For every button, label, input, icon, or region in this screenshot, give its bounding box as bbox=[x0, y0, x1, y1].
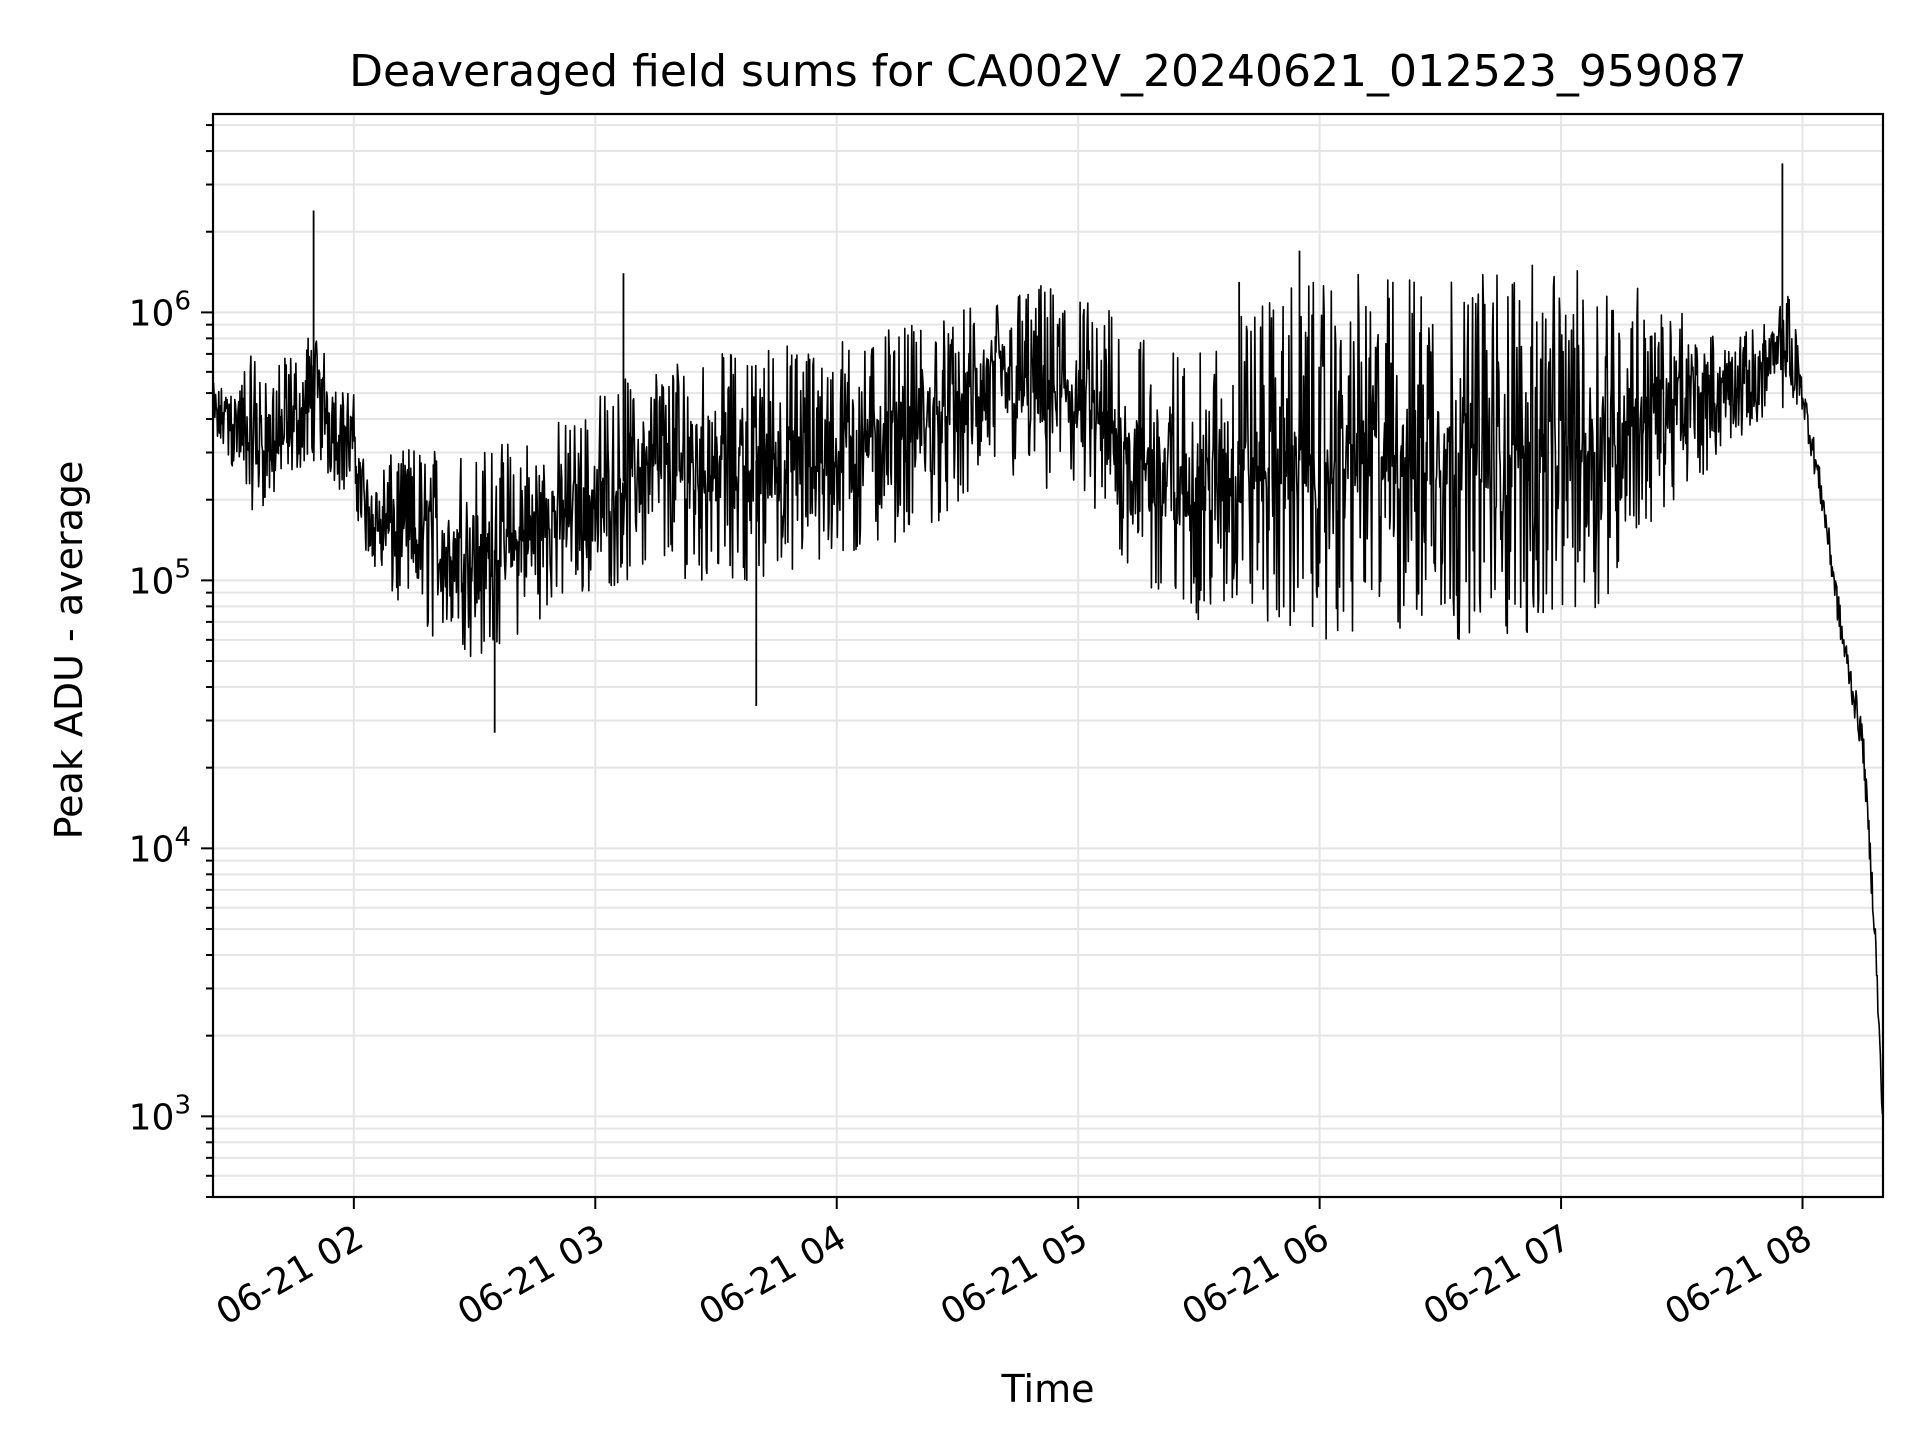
y-tick-label-exponent: 6 bbox=[174, 286, 191, 316]
y-axis-label: Peak ADU - average bbox=[47, 461, 91, 840]
y-tick-label-exponent: 4 bbox=[174, 822, 191, 852]
y-tick-label-exponent: 5 bbox=[174, 554, 191, 584]
grid-lines bbox=[213, 114, 1883, 1198]
plot-frame bbox=[211, 112, 1885, 1199]
y-tick-label-base: 10 bbox=[129, 1097, 175, 1138]
chart-title: Deaveraged field sums for CA002V_2024062… bbox=[349, 46, 1747, 97]
series-group bbox=[212, 163, 1884, 1116]
x-axis-label: Time bbox=[1001, 1367, 1095, 1411]
y-tick-label: 106 bbox=[129, 286, 191, 334]
y-tick-label: 103 bbox=[129, 1090, 191, 1138]
y-tick-label-exponent: 3 bbox=[174, 1090, 191, 1120]
series-line bbox=[212, 264, 1884, 1116]
y-tick-label: 105 bbox=[129, 554, 191, 602]
y-tick-label-base: 10 bbox=[129, 561, 175, 602]
y-tick-label: 104 bbox=[129, 822, 191, 870]
y-tick-label-base: 10 bbox=[129, 293, 175, 334]
y-tick-label-base: 10 bbox=[129, 829, 175, 870]
